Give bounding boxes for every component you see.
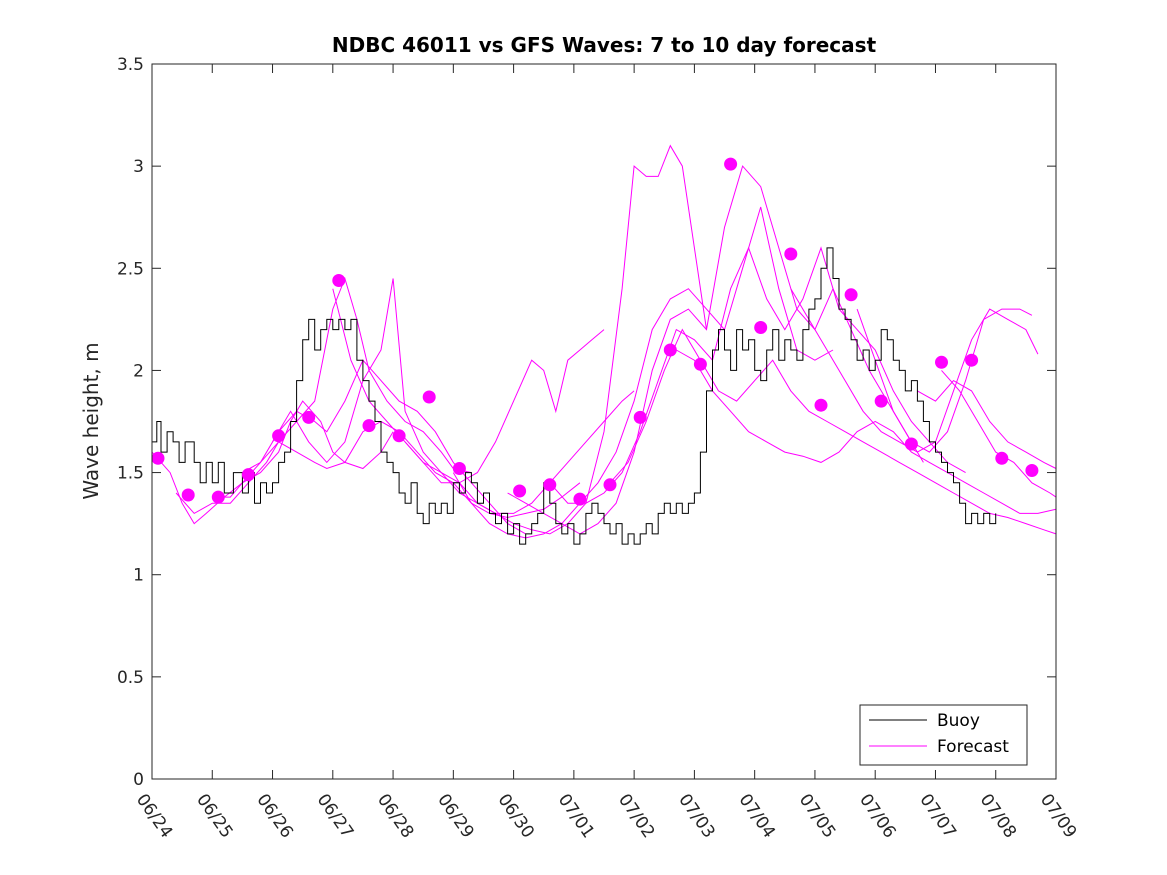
forecast-marker	[633, 410, 647, 424]
legend: Buoy Forecast	[859, 704, 1028, 766]
forecast-marker	[151, 451, 165, 465]
forecast-marker	[362, 419, 376, 433]
y-tick-label: 0	[133, 770, 144, 790]
forecast-line	[790, 288, 1039, 453]
y-tick-label: 1.5	[117, 464, 144, 484]
forecast-line	[917, 379, 1057, 469]
y-tick-label: 2	[133, 361, 144, 381]
forecast-marker	[754, 321, 768, 334]
forecast-line	[404, 144, 707, 535]
y-tick-label: 2.5	[117, 259, 144, 279]
forecast-marker	[543, 478, 557, 492]
forecast-marker	[211, 490, 225, 504]
forecast-marker	[452, 462, 466, 475]
y-axis-label: Wave height, m	[79, 342, 103, 499]
legend-forecast-label: Forecast	[937, 737, 1009, 757]
forecast-marker	[784, 247, 798, 261]
y-tick-label: 1	[133, 566, 144, 586]
plot-area	[151, 144, 1057, 545]
forecast-marker	[935, 355, 948, 369]
legend-buoy-label: Buoy	[937, 711, 980, 731]
forecast-marker	[392, 429, 406, 443]
buoy-line	[152, 247, 997, 545]
forecast-line	[856, 308, 1033, 453]
forecast-marker	[995, 451, 1009, 465]
forecast-marker	[1025, 464, 1039, 477]
forecast-marker	[904, 437, 918, 451]
y-tick-label: 0.5	[117, 668, 144, 688]
forecast-marker	[181, 488, 195, 502]
forecast-marker	[814, 398, 828, 412]
forecast-marker	[693, 357, 707, 371]
chart-title: NDBC 46011 vs GFS Waves: 7 to 10 day for…	[332, 33, 877, 57]
forecast-line	[676, 349, 1057, 514]
legend-box	[859, 704, 1028, 766]
forecast-line	[151, 400, 394, 525]
forecast-marker	[302, 410, 316, 424]
axes-box	[151, 63, 1057, 780]
forecast-marker	[422, 390, 436, 404]
forecast-marker	[332, 274, 346, 287]
y-tick-label: 3	[133, 157, 144, 177]
forecast-line	[452, 206, 834, 539]
forecast-marker	[603, 478, 617, 492]
forecast-marker	[663, 343, 677, 357]
forecast-marker	[241, 468, 255, 482]
forecast-marker	[965, 353, 979, 367]
forecast-marker	[874, 394, 888, 408]
forecast-marker	[724, 157, 738, 171]
forecast-line	[609, 328, 1057, 535]
forecast-marker	[573, 492, 587, 506]
forecast-marker	[513, 484, 527, 498]
forecast-line	[175, 276, 472, 515]
forecast-marker	[272, 429, 286, 443]
forecast-line	[549, 246, 966, 504]
forecast-marker	[844, 288, 858, 302]
forecast-line	[332, 288, 605, 484]
forecast-line	[507, 165, 924, 535]
forecast-line	[242, 420, 581, 519]
y-tick-label: 3.5	[117, 55, 144, 75]
